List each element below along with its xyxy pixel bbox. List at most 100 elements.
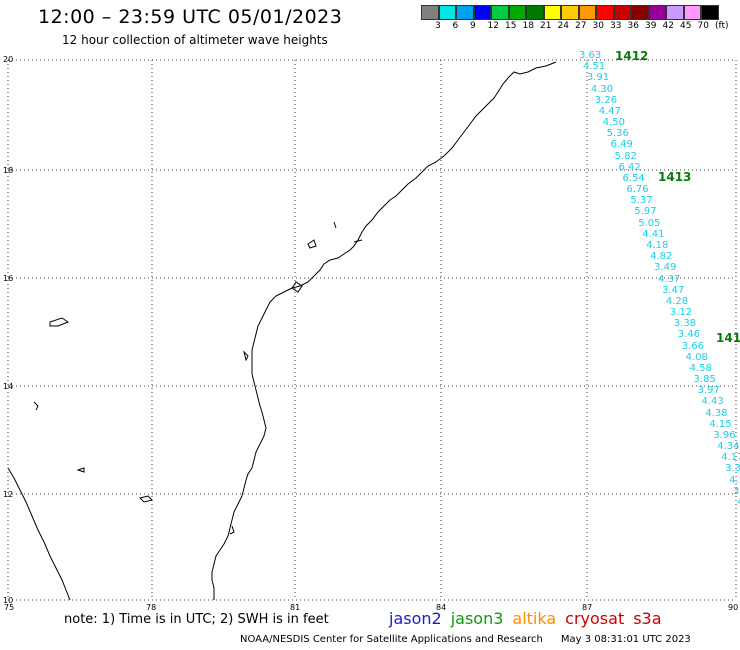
satellite-cryosat: cryosat xyxy=(565,609,625,628)
lat-label: 18 xyxy=(3,166,14,175)
wave-height-label: 4.15 xyxy=(709,418,732,430)
wave-height-label: 3.26 xyxy=(594,94,618,106)
satellite-s3a: s3a xyxy=(633,609,662,628)
legend-swatch xyxy=(631,5,649,20)
pass-number-label: 1413 xyxy=(658,170,692,184)
wave-height-label: 3.97 xyxy=(697,385,720,397)
legend-swatch xyxy=(456,5,474,20)
legend-tick-label: 45 xyxy=(680,21,692,31)
legend-swatch xyxy=(421,5,439,20)
timestamp-text: May 3 08:31:01 UTC 2023 xyxy=(560,634,691,645)
wave-height-label: 4 xyxy=(737,497,740,508)
coastline xyxy=(7,61,557,601)
lon-label: 75 xyxy=(4,603,15,612)
wave-height-label: 4.82 xyxy=(650,251,673,263)
legend-tick-label: 36 xyxy=(627,21,639,31)
legend-swatch xyxy=(473,5,491,20)
wave-height-label: 5.05 xyxy=(638,217,661,229)
legend-tick-label: 39 xyxy=(645,21,657,31)
legend-tick-label: 3 xyxy=(435,21,441,31)
footer-credit: NOAA/NESDIS Center for Satellite Applica… xyxy=(240,634,691,645)
legend-swatch xyxy=(438,5,456,20)
map-canvas xyxy=(7,59,737,601)
legend-tick-label: 70 xyxy=(697,21,709,31)
lon-label: 81 xyxy=(290,603,301,612)
color-legend-ticks: 3 6 9 12 15 18 21 24 27 30 33 36 39 42 45 70 (ft) xyxy=(421,21,740,33)
legend-tick-label: (ft) xyxy=(715,21,729,31)
color-legend xyxy=(421,5,719,20)
legend-swatch xyxy=(701,5,719,20)
lat-label: 14 xyxy=(3,382,14,391)
graticule xyxy=(7,59,737,601)
legend-tick-label: 6 xyxy=(452,21,459,31)
wave-height-label: 3.46 xyxy=(677,329,701,341)
legend-swatch xyxy=(508,5,526,20)
satellite-jason3: jason3 xyxy=(450,609,504,628)
wave-height-label: 6.42 xyxy=(618,161,641,173)
lat-label: 20 xyxy=(3,55,14,64)
lon-label: 90 xyxy=(728,603,739,612)
satellite-legend: jason2 jason3 altika cryosat s3a xyxy=(389,609,671,628)
wave-height-label: 4.18 xyxy=(646,239,669,251)
map-title: 12:00 – 23:59 UTC 05/01/2023 xyxy=(38,6,343,28)
wave-height-label: 3.91 xyxy=(586,72,610,84)
wave-height-label: 5.97 xyxy=(634,206,657,218)
legend-tick-label: 18 xyxy=(522,21,534,31)
wave-height-label: 4.50 xyxy=(602,117,625,129)
legend-tick-label: 9 xyxy=(470,21,476,31)
lon-label: 84 xyxy=(436,603,447,612)
pass-number-label: 1412 xyxy=(615,49,649,63)
wave-height-label: 3.12 xyxy=(669,307,693,319)
legend-swatch xyxy=(491,5,509,20)
legend-tick-label: 21 xyxy=(540,21,552,31)
credit-text: NOAA/NESDIS Center for Satellite Applica… xyxy=(240,634,543,645)
legend-tick-label: 33 xyxy=(610,21,622,31)
legend-tick-label: 30 xyxy=(592,21,604,31)
legend-swatch xyxy=(578,5,596,20)
map-plot xyxy=(7,59,737,601)
wave-height-label: 3.31 xyxy=(725,463,740,475)
wave-height-label: 6.76 xyxy=(626,184,649,196)
pass-number-label: 141 xyxy=(716,331,740,345)
legend-swatch xyxy=(543,5,561,20)
legend-tick-label: 27 xyxy=(575,21,587,31)
legend-tick-label: 15 xyxy=(505,21,517,31)
wave-height-label: 4.30 xyxy=(590,83,614,95)
legend-tick-label: 42 xyxy=(662,21,674,31)
wave-height-label: 4.34 xyxy=(717,441,740,453)
wave-height-label: 4.58 xyxy=(689,362,712,374)
wave-height-label: 4.47 xyxy=(598,105,622,117)
wave-height-label: 5.36 xyxy=(606,128,629,140)
wave-height-label: 4.28 xyxy=(665,295,689,307)
wave-height-label: 3.85 xyxy=(693,374,716,386)
legend-swatch xyxy=(648,5,666,20)
legend-swatch xyxy=(596,5,614,20)
wave-height-label: 5.37 xyxy=(630,195,653,207)
wave-height-label: 3.49 xyxy=(654,262,677,274)
wave-height-label: 4.43 xyxy=(701,396,724,408)
wave-height-label: 6.54 xyxy=(622,172,645,184)
lon-label: 87 xyxy=(582,603,593,612)
satellite-altika: altika xyxy=(512,609,557,628)
legend-swatch xyxy=(613,5,631,20)
map-subtitle: 12 hour collection of altimeter wave hei… xyxy=(62,33,328,47)
wave-height-label: 4.41 xyxy=(642,228,665,240)
lat-label: 10 xyxy=(3,596,14,605)
wave-height-label: 3.38 xyxy=(673,318,697,330)
wave-height-label: 4.17 xyxy=(721,452,740,464)
satellite-jason2: jason2 xyxy=(389,609,442,628)
legend-tick-label: 12 xyxy=(487,21,499,31)
legend-swatch xyxy=(666,5,684,20)
wave-height-label: 4.38 xyxy=(705,407,728,419)
wave-height-label: 3.96 xyxy=(713,429,736,441)
legend-swatch xyxy=(561,5,579,20)
wave-height-label: 3.63 xyxy=(579,50,602,61)
lon-label: 78 xyxy=(146,603,157,612)
wave-height-label: 3. xyxy=(733,485,740,497)
legend-swatch xyxy=(526,5,544,20)
wave-height-label: 5.82 xyxy=(614,150,637,162)
wave-height-label: 3.47 xyxy=(661,284,685,296)
lat-label: 12 xyxy=(3,490,14,499)
footer-note: note: 1) Time is in UTC; 2) SWH is in fe… xyxy=(64,612,329,627)
legend-swatch xyxy=(683,5,701,20)
